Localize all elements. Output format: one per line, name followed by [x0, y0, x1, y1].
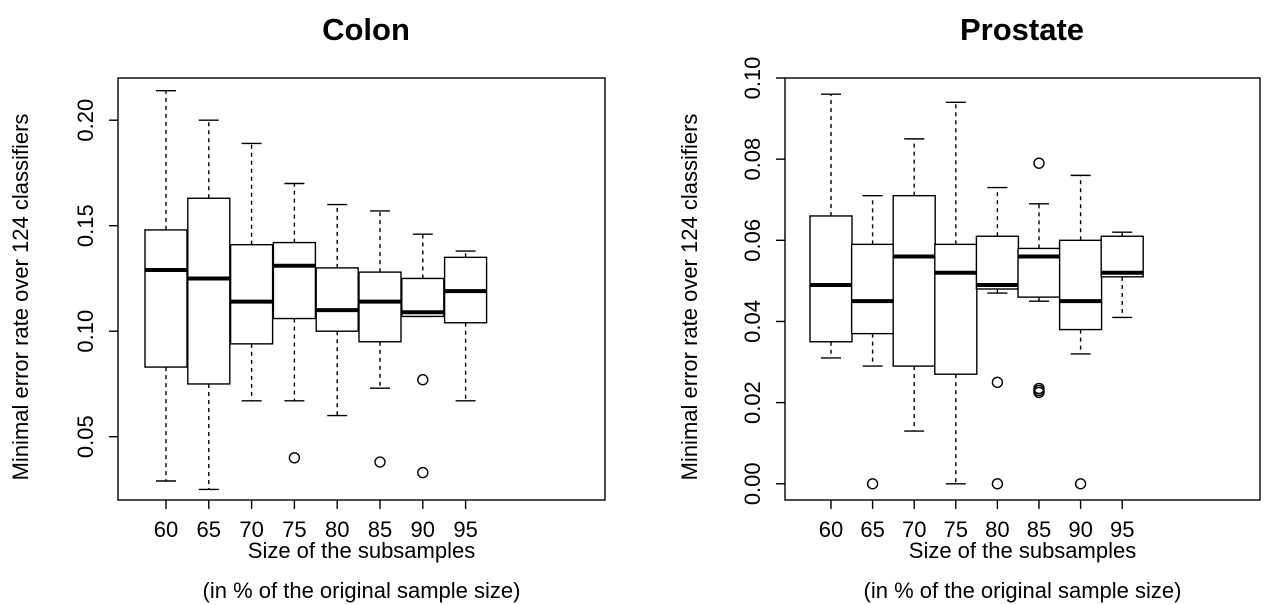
colon-panel: Colon Minimal error rate over 124 classif…: [8, 12, 606, 603]
box-iqr: [1058, 239, 1103, 331]
x-tick-label: 95: [1110, 517, 1134, 542]
box-90: [401, 233, 445, 479]
box-iqr: [187, 197, 231, 385]
outlier-point: [866, 478, 879, 490]
y-axis-label: Minimal error rate over 124 classifiers: [677, 114, 702, 481]
prostate-panel: Prostate Minimal error rate over 124 clas…: [677, 12, 1261, 603]
box-85: [358, 210, 402, 468]
outlier-point: [1033, 157, 1045, 169]
y-tick-label: 0.02: [740, 381, 765, 424]
box-70: [892, 138, 936, 432]
y-tick-label: 0.08: [740, 138, 765, 181]
x-tick-label: 65: [197, 517, 221, 542]
x-tick-label: 90: [1068, 517, 1092, 542]
x-tick-label: 60: [819, 517, 843, 542]
box-iqr: [272, 241, 317, 320]
y-tick-label: 0.05: [73, 415, 98, 458]
y-tick-label: 0.10: [740, 57, 765, 100]
y-tick-label: 0.20: [73, 99, 98, 142]
x-tick-label: 80: [325, 517, 349, 542]
box-iqr: [892, 194, 936, 367]
box-75: [272, 182, 317, 464]
outlier-point: [991, 478, 1004, 490]
box-80: [975, 186, 1020, 490]
outlier-point: [417, 374, 429, 386]
y-tick-label: 0.06: [740, 219, 765, 262]
x-tick-label: 85: [1027, 517, 1051, 542]
box-65: [850, 194, 895, 490]
box-iqr: [809, 215, 853, 343]
box-iqr: [1100, 235, 1144, 278]
x-tick-label: 75: [282, 517, 306, 542]
box-60: [144, 89, 188, 482]
box-iqr: [358, 271, 402, 343]
box-95: [1100, 231, 1144, 319]
box-85: [1017, 157, 1061, 399]
outlier-point: [1033, 386, 1045, 399]
y-tick-label: 0.00: [740, 462, 765, 505]
chart-title: Colon: [322, 12, 410, 47]
x-tick-label: 90: [411, 517, 435, 542]
y-tick-label: 0.10: [73, 310, 98, 353]
outlier-point: [288, 452, 301, 464]
box-iqr: [850, 243, 895, 335]
box-95: [443, 250, 488, 402]
box-70: [229, 142, 274, 402]
x-axis-sublabel: (in % of the original sample size): [203, 578, 521, 603]
outlier-point: [374, 456, 386, 468]
x-axis-label: Size of the subsamples: [248, 538, 475, 563]
box-iqr: [975, 235, 1020, 290]
plot-frame: [117, 77, 606, 501]
x-axis-label: Size of the subsamples: [909, 538, 1136, 563]
box-iqr: [144, 229, 188, 368]
x-tick-label: 70: [902, 517, 926, 542]
outlier-point: [1074, 478, 1087, 490]
box-90: [1058, 174, 1103, 490]
y-axis-label: Minimal error rate over 124 classifiers: [8, 114, 33, 481]
box-65: [187, 119, 231, 491]
box-iqr: [315, 267, 359, 332]
y-tick-label: 0.15: [73, 204, 98, 247]
x-tick-label: 75: [944, 517, 968, 542]
box-iqr: [401, 277, 445, 318]
x-axis-sublabel: (in % of the original sample size): [864, 578, 1182, 603]
box-80: [315, 203, 359, 417]
box-75: [934, 101, 978, 485]
x-tick-label: 65: [860, 517, 884, 542]
box-iqr: [229, 243, 274, 345]
x-tick-label: 80: [985, 517, 1009, 542]
outlier-point: [417, 466, 429, 479]
x-tick-label: 95: [453, 517, 477, 542]
x-tick-label: 60: [154, 517, 178, 542]
y-tick-label: 0.04: [740, 300, 765, 343]
plot-frame: [784, 77, 1261, 501]
outlier-point: [991, 376, 1004, 389]
chart-title: Prostate: [960, 12, 1084, 47]
box-iqr: [934, 243, 978, 375]
box-60: [809, 93, 853, 359]
x-tick-label: 85: [368, 517, 392, 542]
x-tick-label: 70: [239, 517, 263, 542]
